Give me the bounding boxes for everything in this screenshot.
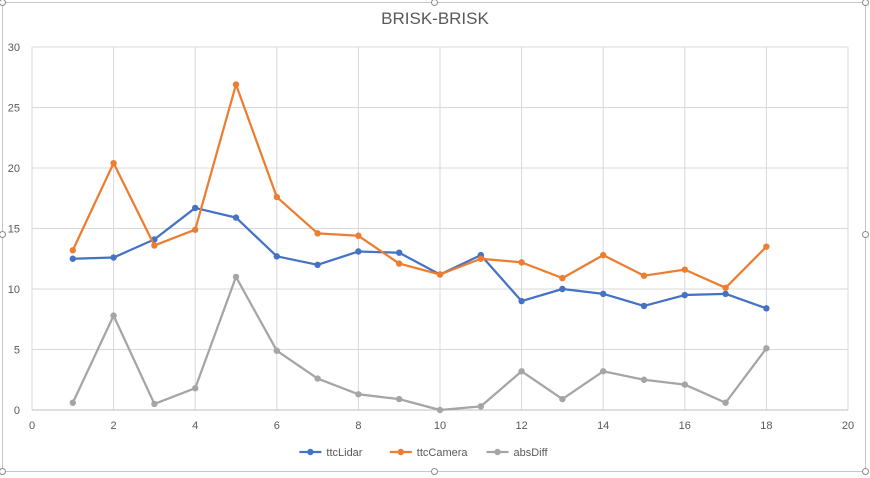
x-tick-label: 16 [679, 420, 691, 432]
absDiff-point [151, 400, 158, 408]
absDiff-point [722, 399, 729, 406]
ttcCamera-point [640, 272, 648, 279]
absDiff-point [273, 347, 280, 354]
chart-title: BRISK-BRISK [381, 9, 489, 28]
ttcCamera-point [722, 284, 729, 291]
ttcCamera-point [69, 247, 77, 254]
ttcLidar-point [640, 302, 648, 310]
ttcCamera-point [559, 274, 566, 282]
absDiff-point [477, 403, 484, 410]
absDiff-point [314, 375, 321, 382]
ttcLidar-point [355, 248, 362, 255]
legend: ttcLidar ttcCamera absDiff [299, 447, 548, 459]
ttcCamera-point [232, 81, 240, 88]
resize-handle-top[interactable] [431, 0, 438, 6]
axes: 0 5 10 15 20 25 30 0 2 4 6 8 10 12 14 16 18 20 [8, 42, 854, 432]
absDiff-point [396, 395, 403, 403]
legend-label-absDiff: absDiff [514, 447, 549, 459]
x-tick-label: 10 [434, 420, 446, 432]
x-tick-label: 0 [29, 420, 35, 432]
ttcLidar-point [396, 249, 403, 256]
legend-marker-ttcLidar [307, 448, 314, 456]
absDiff-point [600, 368, 607, 375]
legend-label-ttcCamera: ttcCamera [417, 447, 469, 459]
ttcCamera-point [763, 243, 770, 250]
absDiff-line [71, 275, 768, 412]
y-tick-label: 5 [14, 345, 20, 357]
absDiff-point [559, 395, 566, 403]
y-tick-label: 30 [8, 42, 20, 54]
ttcCamera-point [192, 226, 199, 233]
x-tick-label: 2 [111, 420, 117, 432]
resize-handle-top-left[interactable] [0, 0, 6, 6]
absDiff-point [69, 399, 77, 406]
absDiff-point [640, 376, 648, 383]
absDiff-point [232, 273, 240, 281]
ttcLidar-point [69, 255, 77, 262]
absDiff-point [355, 391, 362, 398]
ttcLidar-point [681, 291, 688, 299]
x-tick-label: 20 [842, 420, 854, 432]
x-tick-label: 14 [597, 420, 609, 432]
gridlines [31, 46, 849, 410]
y-tick-label: 10 [8, 284, 20, 296]
ttcLidar-point [763, 305, 770, 312]
ttcLidar-point [232, 214, 240, 221]
ttcLidar-point [110, 254, 117, 261]
absDiff-point [518, 368, 525, 375]
absDiff-point [436, 406, 444, 414]
resize-handle-bottom-left[interactable] [0, 468, 6, 475]
legend-marker-absDiff [494, 448, 501, 456]
ttcLidar-line [72, 206, 767, 310]
ttcCamera-point [110, 159, 117, 167]
absDiff-point [681, 381, 688, 388]
ttcCamera-point [477, 255, 484, 262]
ttcLidar-point [314, 261, 321, 268]
legend-marker-ttcCamera [397, 448, 404, 456]
resize-handle-bottom-right[interactable] [862, 468, 869, 475]
x-tick-label: 4 [192, 420, 198, 432]
ttcLidar-point [600, 290, 607, 298]
ttcCamera-point [396, 260, 403, 267]
legend-label-ttcLidar: ttcLidar [326, 447, 362, 459]
ttcCamera-point [518, 259, 525, 266]
ttcCamera-point [355, 232, 362, 239]
series-group [69, 81, 770, 414]
ttcCamera-point [600, 251, 607, 259]
resize-handle-top-right[interactable] [862, 0, 869, 6]
ttcCamera-point [681, 266, 688, 273]
resize-handle-bottom[interactable] [431, 468, 438, 475]
x-tick-label: 8 [355, 420, 361, 432]
ttcCamera-line [71, 83, 768, 289]
x-tick-label: 12 [515, 420, 527, 432]
ttcLidar-point [722, 290, 729, 298]
absDiff-point [110, 312, 117, 319]
y-tick-label: 20 [8, 163, 20, 175]
x-tick-label: 18 [760, 420, 772, 432]
ttcCamera-point [314, 230, 321, 237]
y-tick-label: 15 [8, 224, 20, 236]
absDiff-point [763, 345, 770, 352]
ttcLidar-point [192, 204, 199, 212]
y-tick-label: 0 [14, 405, 20, 417]
ttcLidar-point [518, 297, 525, 305]
ttcCamera-point [151, 242, 158, 249]
ttcCamera-point [273, 193, 280, 201]
x-tick-label: 6 [274, 420, 280, 432]
y-tick-label: 25 [8, 103, 20, 115]
ttcLidar-point [273, 253, 280, 260]
ttcCamera-point [436, 271, 444, 278]
ttcLidar-point [559, 285, 566, 293]
absDiff-point [192, 385, 199, 392]
resize-handle-right[interactable] [862, 231, 869, 238]
resize-handle-left[interactable] [0, 231, 6, 238]
